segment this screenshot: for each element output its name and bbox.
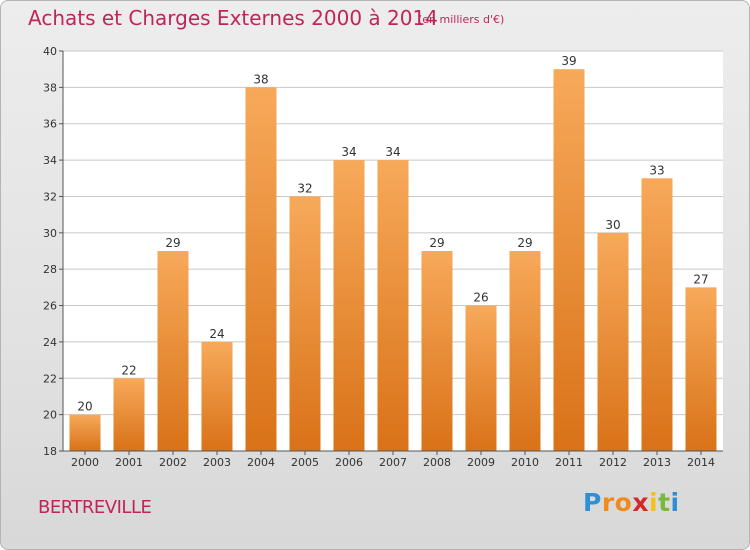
- x-tick-label: 2001: [115, 456, 143, 469]
- x-tick-label: 2005: [291, 456, 319, 469]
- bar: [465, 305, 497, 451]
- logo-letter: o: [614, 488, 633, 517]
- x-tick-label: 2013: [643, 456, 671, 469]
- bar-value-label: 34: [385, 145, 400, 159]
- logo-letter: r: [601, 488, 615, 517]
- bar: [289, 196, 321, 451]
- place-name: BERTREVILLE: [38, 497, 152, 518]
- y-tick-label: 22: [43, 372, 57, 385]
- x-tick-label: 2011: [555, 456, 583, 469]
- bar: [69, 414, 101, 451]
- logo-letter: x: [632, 488, 649, 517]
- x-tick-label: 2000: [71, 456, 99, 469]
- y-tick-label: 28: [43, 263, 57, 276]
- bar-value-label: 29: [517, 236, 532, 250]
- y-tick-label: 40: [43, 45, 57, 58]
- bar-value-label: 29: [165, 236, 180, 250]
- bar: [113, 378, 145, 451]
- logo-letter: i: [649, 488, 659, 517]
- y-tick-label: 24: [43, 336, 57, 349]
- x-tick-label: 2010: [511, 456, 539, 469]
- bar-value-label: 33: [649, 163, 664, 177]
- data-labels: 20 22 29 24 38 32 34 34 29 26 29 39 30 33 27: [77, 54, 708, 413]
- logo-letter: i: [670, 488, 680, 517]
- y-tick-label: 26: [43, 300, 57, 313]
- bar-value-label: 22: [121, 363, 136, 377]
- x-tick-label: 2012: [599, 456, 627, 469]
- bar: [553, 69, 585, 451]
- x-tick-label: 2006: [335, 456, 363, 469]
- bar: [421, 251, 453, 451]
- y-tick-label: 36: [43, 118, 57, 131]
- bar: [245, 87, 277, 451]
- x-tick-label: 2014: [687, 456, 715, 469]
- bar-value-label: 30: [605, 218, 620, 232]
- x-tick-label: 2008: [423, 456, 451, 469]
- bar: [377, 160, 409, 451]
- bar-value-label: 29: [429, 236, 444, 250]
- y-tick-label: 30: [43, 227, 57, 240]
- y-tick-label: 38: [43, 81, 57, 94]
- bar: [597, 232, 629, 451]
- bar-value-label: 24: [209, 327, 224, 341]
- bar-value-label: 32: [297, 181, 312, 195]
- y-tick-label: 34: [43, 154, 57, 167]
- logo-letter: t: [658, 488, 671, 517]
- x-tick-label: 2007: [379, 456, 407, 469]
- x-tick-label: 2003: [203, 456, 231, 469]
- chart-unit: (en milliers d'€): [418, 13, 505, 26]
- bar: [333, 160, 365, 451]
- bar: [509, 251, 541, 451]
- bar-value-label: 39: [561, 54, 576, 68]
- axes: 18 20 22 24 26 28 30 32 34 36 38 40 2000 2001 2002 2003…: [43, 45, 723, 469]
- y-tick-label: 18: [43, 445, 57, 458]
- x-tick-label: 2002: [159, 456, 187, 469]
- bar-value-label: 34: [341, 145, 356, 159]
- x-tick-label: 2009: [467, 456, 495, 469]
- bar-value-label: 26: [473, 291, 488, 305]
- proxiti-logo: Proxiti: [583, 488, 680, 517]
- y-tick-label: 32: [43, 190, 57, 203]
- x-tick-label: 2004: [247, 456, 275, 469]
- bar-value-label: 27: [693, 272, 708, 286]
- bar: [201, 341, 233, 451]
- y-tick-label: 20: [43, 409, 57, 422]
- chart-title: Achats et Charges Externes 2000 à 2014: [28, 6, 438, 30]
- bar: [641, 178, 673, 452]
- bar-value-label: 20: [77, 400, 92, 414]
- bar: [685, 287, 717, 451]
- logo-letter: P: [583, 488, 602, 517]
- bar: [157, 251, 189, 451]
- bar-value-label: 38: [253, 72, 268, 86]
- bars: [69, 69, 717, 452]
